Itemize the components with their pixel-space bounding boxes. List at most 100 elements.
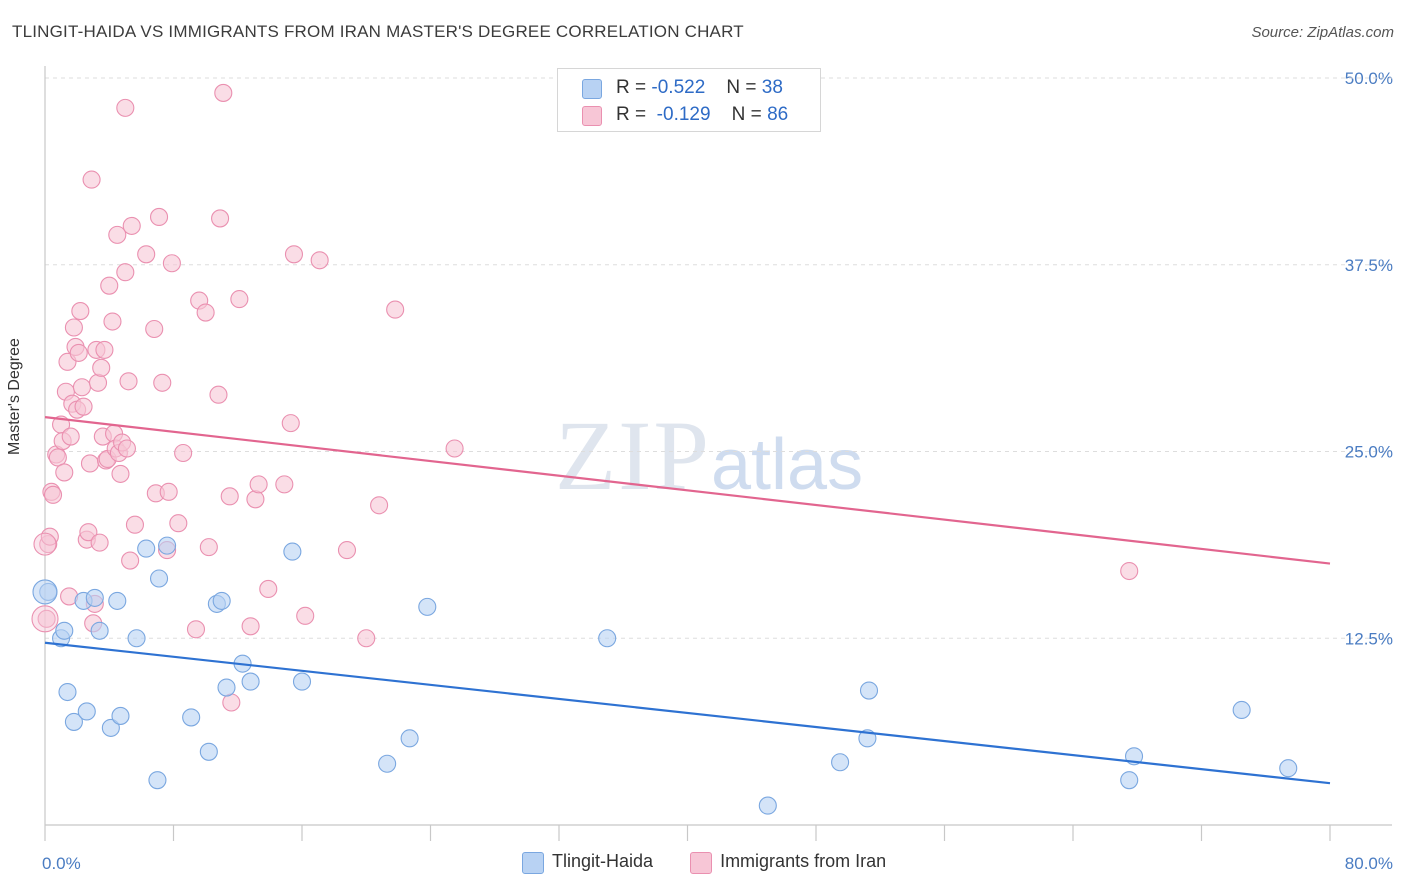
n-label: N =: [726, 77, 757, 98]
iran-point: [95, 340, 114, 359]
iran-point: [33, 532, 57, 556]
tlingit-point: [1279, 759, 1298, 778]
y-tick-label: 25.0%: [1345, 443, 1393, 462]
n-label: N =: [731, 104, 762, 125]
legend-label: Immigrants from Iran: [720, 851, 887, 871]
iran-point: [284, 245, 304, 264]
legend-text: R = -0.129 N = 86: [616, 104, 788, 126]
iran-point: [72, 378, 91, 397]
tlingit-point: [400, 729, 419, 748]
iran-point: [186, 620, 206, 639]
iran-point: [337, 541, 357, 560]
tlingit-point: [217, 678, 236, 697]
iran-point: [117, 439, 136, 458]
iran-point: [230, 290, 249, 309]
legend-item-immigrants-from-iran: Immigrants from Iran: [690, 851, 887, 874]
iran-point: [249, 475, 268, 494]
tlingit-point: [101, 718, 120, 737]
iran-point: [103, 312, 122, 331]
iran-point: [145, 319, 164, 339]
iran-point: [370, 496, 389, 515]
pink-swatch: [690, 852, 713, 874]
iran-point: [196, 303, 215, 322]
iran-point: [74, 397, 93, 416]
r-label: R =: [616, 77, 647, 98]
iran-point: [1120, 561, 1139, 581]
tlingit-point: [199, 742, 218, 761]
tlingit-point: [212, 591, 231, 610]
tlingit-point: [127, 629, 146, 648]
correlation-legend: R = -0.522 N = 38 R = -0.129 N = 86: [557, 68, 821, 132]
tlingit-point: [148, 771, 167, 790]
tlingit-point: [137, 539, 156, 558]
iran-point: [121, 551, 140, 570]
iran-point: [100, 276, 119, 295]
tlingit-point: [1120, 771, 1139, 790]
r-value: -0.522: [651, 77, 706, 98]
iran-point: [79, 523, 98, 542]
iran-point: [37, 609, 56, 628]
iran-point: [116, 263, 135, 282]
iran-point: [445, 439, 464, 458]
tlingit-point: [108, 591, 127, 610]
tlingit-point: [758, 796, 777, 815]
y-axis-label: Master's Degree: [6, 338, 23, 455]
legend-item-tlingit-haida: Tlingit-Haida: [522, 851, 653, 874]
tlingit-point: [32, 579, 58, 605]
iran-point: [220, 487, 239, 506]
iran-point: [310, 251, 329, 270]
iran-point: [92, 358, 111, 377]
iran-point: [209, 385, 228, 404]
tlingit-point: [418, 597, 437, 616]
iran-point: [90, 533, 109, 552]
iran-point: [281, 414, 300, 433]
y-tick-label: 12.5%: [1345, 629, 1393, 648]
iran-point: [55, 463, 74, 482]
blue-swatch: [582, 79, 602, 99]
tlingit-point: [182, 708, 201, 727]
iran-point: [241, 617, 260, 636]
iran-point: [149, 207, 169, 226]
tlingit-point: [292, 672, 312, 691]
iran-point: [108, 225, 127, 244]
tlingit-point: [859, 681, 879, 700]
tlingit-point: [378, 754, 397, 773]
iran-point: [119, 372, 138, 391]
iran-point: [169, 514, 188, 533]
tlingit-point: [831, 753, 850, 772]
x-tick-label: 80.0%: [1345, 854, 1393, 873]
iran-point: [48, 448, 67, 467]
iran-point: [296, 606, 315, 625]
tlingit-point: [241, 672, 260, 691]
iran-point: [174, 443, 193, 463]
iran-point: [88, 373, 108, 392]
tlingit-point: [283, 542, 302, 561]
iran-point: [80, 454, 100, 473]
iran-point: [111, 464, 130, 483]
tlingit-point: [1232, 700, 1251, 720]
iran-point: [211, 209, 230, 228]
iran-point: [159, 482, 178, 501]
iran-trend-line: [44, 416, 1331, 565]
r-value: -0.129: [656, 104, 711, 125]
iran-point: [40, 527, 59, 546]
iran-point: [125, 515, 144, 534]
tlingit-trend-line: [44, 641, 1331, 785]
r-label: R =: [616, 104, 647, 125]
watermark-zip: ZIP: [555, 400, 711, 511]
n-value: 86: [767, 104, 789, 125]
tlingit-point: [64, 712, 83, 731]
iran-point: [246, 490, 265, 509]
tlingit-point: [598, 629, 617, 648]
n-value: 38: [761, 77, 783, 98]
tlingit-point: [55, 621, 74, 640]
pink-swatch: [582, 106, 602, 126]
iran-point: [116, 98, 135, 117]
series-legend: Tlingit-Haida Immigrants from Iran: [522, 851, 918, 874]
iran-point: [214, 83, 233, 102]
iran-point: [43, 485, 63, 504]
y-tick-label: 37.5%: [1345, 256, 1393, 275]
blue-swatch: [522, 852, 544, 874]
tlingit-point: [85, 588, 104, 607]
